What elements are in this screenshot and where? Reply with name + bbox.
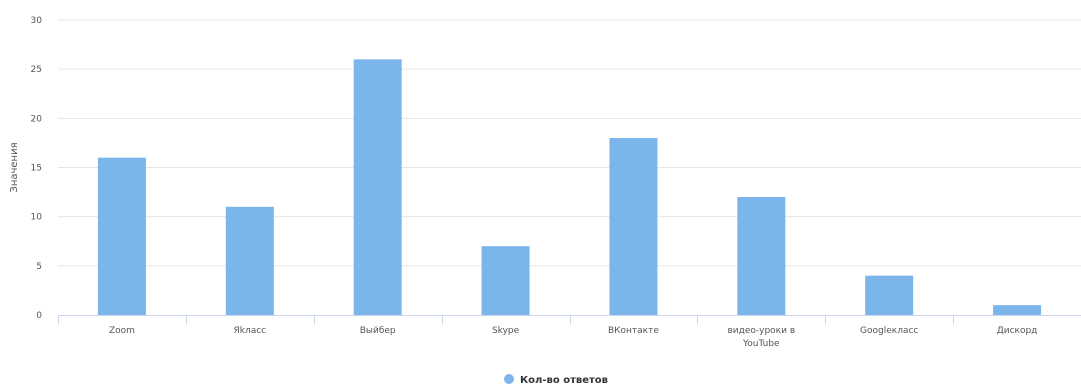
x-axis-labels: Zoom Яkласс Выйбер Skype ВКонтакте видео-урок…	[109, 326, 1037, 349]
y-tick-label: 0	[36, 311, 42, 321]
bar[interactable]	[481, 246, 530, 315]
y-tick-label: 10	[31, 213, 43, 223]
bar[interactable]	[993, 305, 1042, 315]
x-tick-label: Zoom	[109, 326, 135, 336]
x-axis-ticks	[58, 315, 954, 324]
bar-series	[97, 59, 1042, 316]
y-tick-label: 25	[31, 65, 42, 75]
grid-lines	[58, 19, 1081, 267]
x-tick-label: ВКонтакте	[608, 326, 659, 336]
y-tick-label: 30	[31, 16, 43, 26]
bar[interactable]	[353, 59, 402, 316]
bar[interactable]	[609, 138, 658, 315]
legend-marker	[504, 374, 514, 384]
legend[interactable]: Кол-во ответов	[504, 374, 608, 385]
bar[interactable]	[737, 197, 786, 315]
x-tick-label: Googleкласс	[860, 326, 918, 336]
x-tick-label: Яkласс	[233, 326, 266, 336]
bar[interactable]	[865, 275, 914, 315]
x-tick-label: Выйбер	[360, 326, 396, 336]
y-tick-label: 20	[31, 114, 43, 124]
bar[interactable]	[225, 206, 274, 315]
x-tick-label: Дискорд	[997, 326, 1038, 336]
x-tick-label: видео-уроки в YouTube	[727, 326, 795, 349]
y-axis-ticks: 0 5 10 15 20 25 30	[31, 16, 43, 321]
bar[interactable]	[97, 157, 146, 315]
x-tick-label: Skype	[492, 326, 520, 336]
y-tick-label: 15	[31, 164, 42, 174]
y-axis-title: Значения	[9, 142, 20, 192]
y-tick-label: 5	[36, 262, 42, 272]
legend-label: Кол-во ответов	[520, 375, 608, 385]
